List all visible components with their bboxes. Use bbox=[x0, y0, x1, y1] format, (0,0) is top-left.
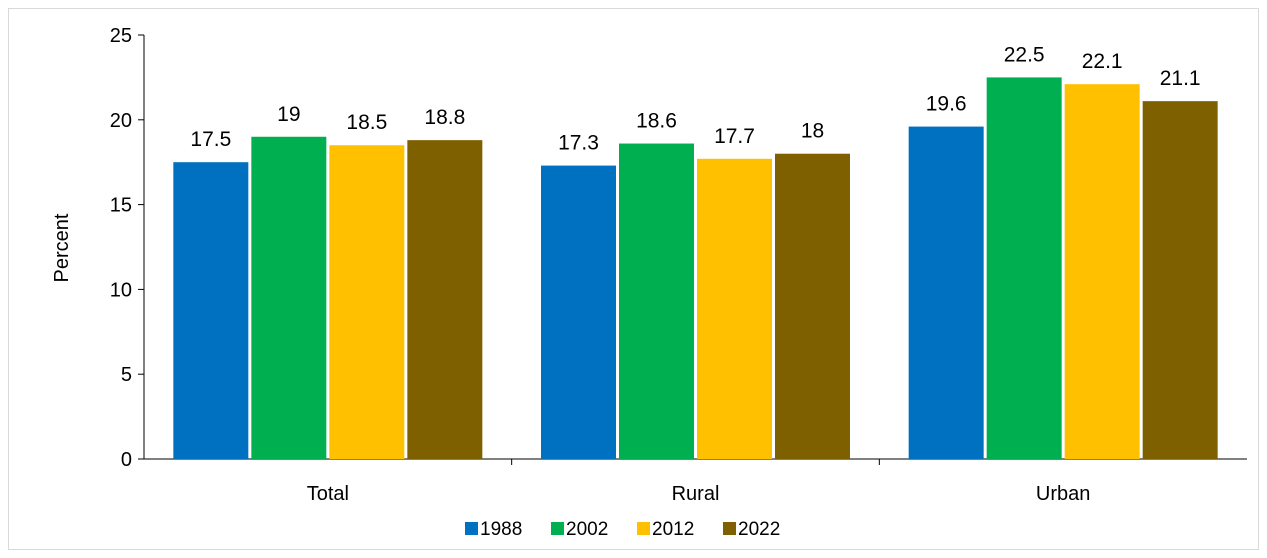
labels: 17.5 19 18.5 18.8 Total 17.3 18.6 17.7 18 Rural 19… bbox=[190, 43, 1200, 505]
y-axis-title: Percent bbox=[51, 213, 73, 282]
x-tick-label: Total bbox=[307, 483, 349, 505]
data-label: 18.6 bbox=[636, 110, 677, 133]
data-label: 17.7 bbox=[714, 125, 755, 148]
legend-label: 2012 bbox=[652, 519, 694, 540]
y-tick-label: 10 bbox=[110, 279, 132, 301]
legend-swatch-2002 bbox=[551, 522, 564, 535]
bar-2022-total bbox=[407, 140, 483, 460]
bars bbox=[173, 77, 1218, 460]
data-label: 19 bbox=[277, 103, 300, 126]
bar-2022-rural bbox=[775, 153, 850, 459]
data-label: 17.5 bbox=[190, 128, 231, 151]
legend-label: 1988 bbox=[480, 519, 522, 540]
legend-swatch-2012 bbox=[637, 522, 650, 535]
axes: 0 5 10 15 20 25 bbox=[110, 25, 1247, 471]
data-label: 17.3 bbox=[558, 132, 599, 155]
bar-2012-urban bbox=[1064, 84, 1140, 460]
bar-2022-urban bbox=[1142, 101, 1218, 460]
data-label: 18 bbox=[801, 120, 824, 143]
y-tick-label: 5 bbox=[121, 364, 132, 386]
y-tick-label: 0 bbox=[121, 449, 132, 471]
bar-2012-total bbox=[329, 145, 405, 460]
data-label: 19.6 bbox=[926, 93, 967, 116]
bar-1988-total bbox=[173, 162, 249, 459]
x-tick-label: Urban bbox=[1036, 483, 1090, 505]
y-tick-label: 25 bbox=[110, 25, 132, 47]
bar-2002-urban bbox=[986, 77, 1062, 460]
data-label: 21.1 bbox=[1160, 67, 1201, 90]
y-tick-label: 15 bbox=[110, 195, 132, 217]
data-label: 22.1 bbox=[1082, 50, 1123, 73]
data-label: 18.8 bbox=[424, 106, 465, 129]
bar-1988-rural bbox=[541, 165, 616, 460]
bar-1988-urban bbox=[908, 126, 984, 460]
data-label: 22.5 bbox=[1004, 43, 1045, 66]
data-label: 18.5 bbox=[346, 111, 387, 134]
legend-label: 2002 bbox=[566, 519, 608, 540]
bar-2012-rural bbox=[697, 158, 772, 460]
legend-swatch-2022 bbox=[723, 522, 736, 535]
legend: 1988 2002 2012 2022 bbox=[465, 519, 780, 540]
legend-label: 2022 bbox=[738, 519, 780, 540]
x-tick-label: Rural bbox=[672, 483, 720, 505]
bar-2002-rural bbox=[619, 143, 694, 459]
y-tick-label: 20 bbox=[110, 110, 132, 132]
bar-2002-total bbox=[251, 136, 327, 459]
legend-swatch-1988 bbox=[465, 522, 478, 535]
